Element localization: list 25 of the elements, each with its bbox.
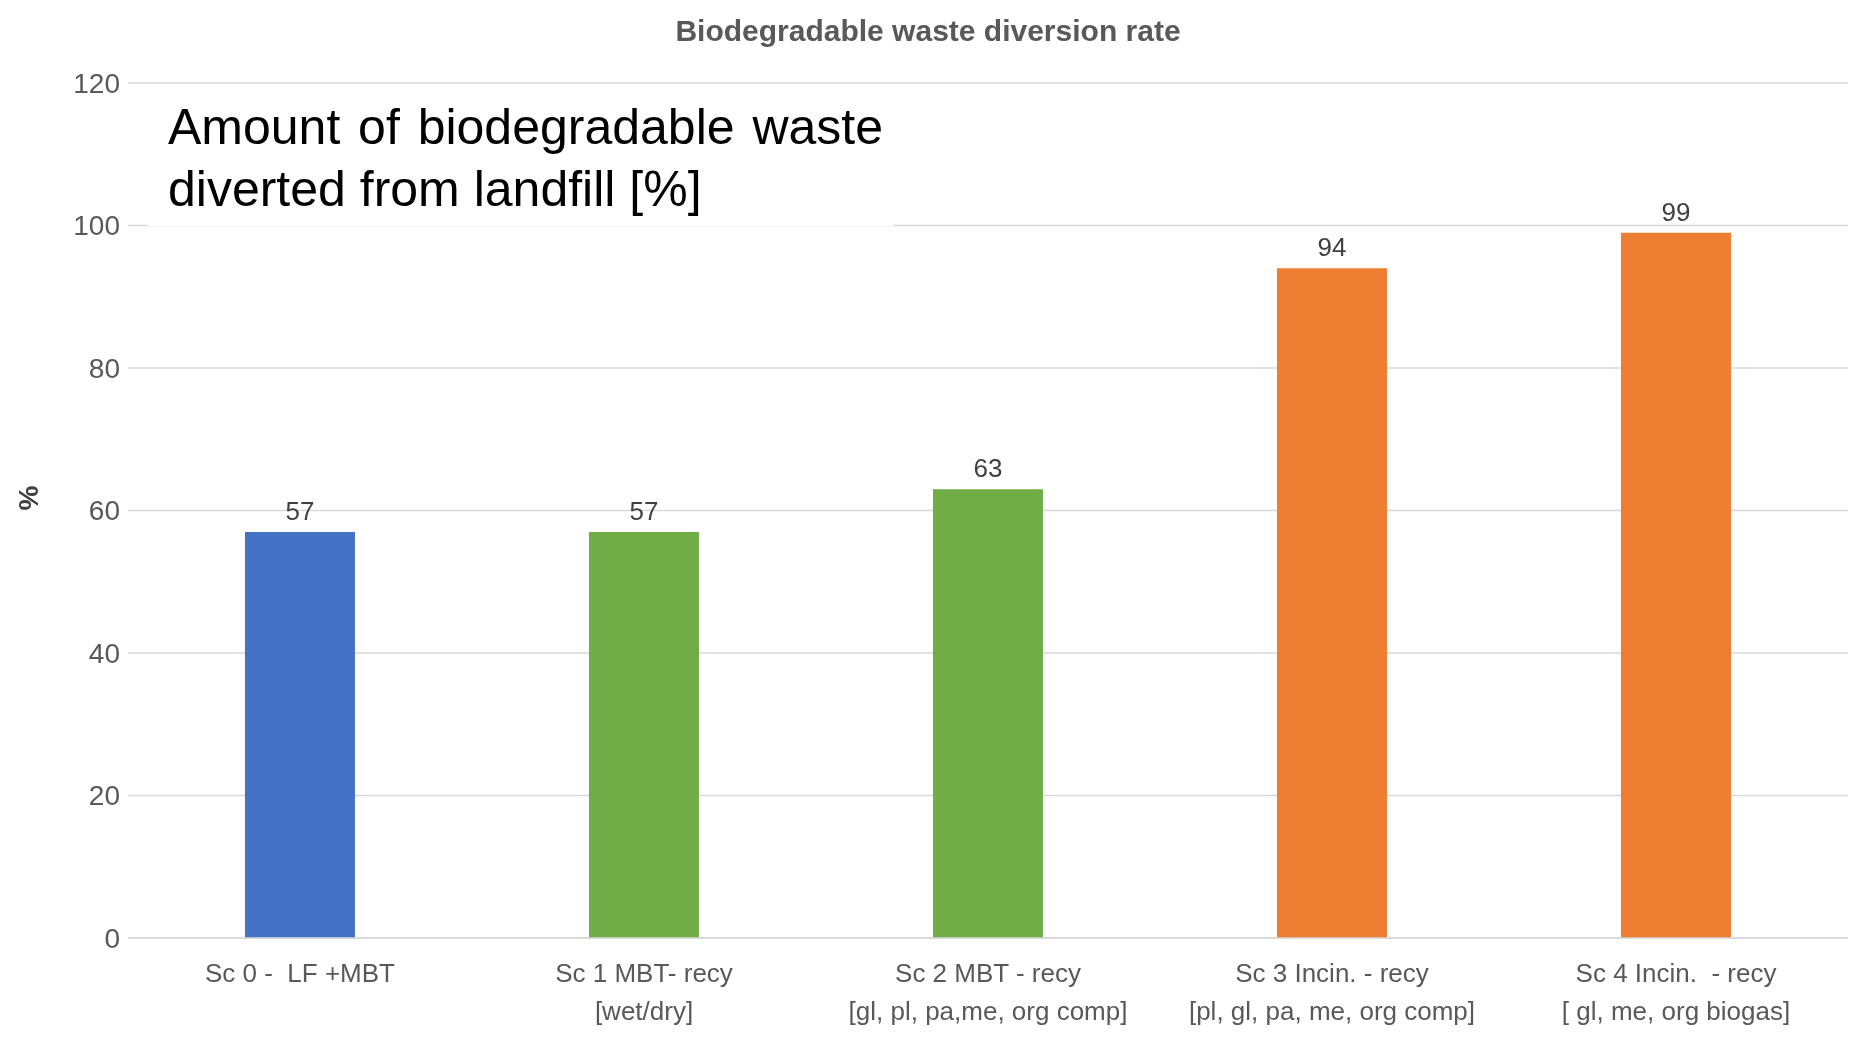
y-tick-label: 20 [88,780,120,812]
data-label: 57 [285,495,315,526]
data-label: 99 [1661,196,1691,227]
annotation: Amount of biodegradable waste diverted from landfill [%] [148,90,893,226]
bar [244,531,355,938]
data-label: 63 [973,453,1003,484]
x-tick-label: Sc 0 - LF +MBT [205,958,396,988]
x-tick-label: Sc 4 Incin. - recy [ gl, me, org biogas] [1561,958,1791,1026]
bar [932,489,1043,938]
bar [1276,268,1387,938]
bar [588,531,699,938]
data-label: 57 [629,495,659,526]
bar [1620,232,1731,938]
y-tick-label: 120 [73,67,120,99]
y-tick-label: 80 [88,352,120,384]
x-tick-label: Sc 2 MBT - recy [gl, pl, pa,me, org comp] [848,958,1128,1026]
chart-title: Biodegradable waste diversion rate [674,14,1182,48]
y-tick-label: 0 [104,922,120,954]
data-label: 94 [1317,232,1347,263]
x-tick-label: Sc 3 Incin. - recy [pl, gl, pa, me, org comp] [1188,958,1476,1026]
y-tick-label: 40 [88,637,120,669]
x-tick-label: Sc 1 MBT- recy [wet/dry] [555,958,733,1026]
y-tick-label: 60 [88,495,120,527]
y-tick-label: 100 [73,210,120,242]
y-axis-title: % [12,485,44,511]
